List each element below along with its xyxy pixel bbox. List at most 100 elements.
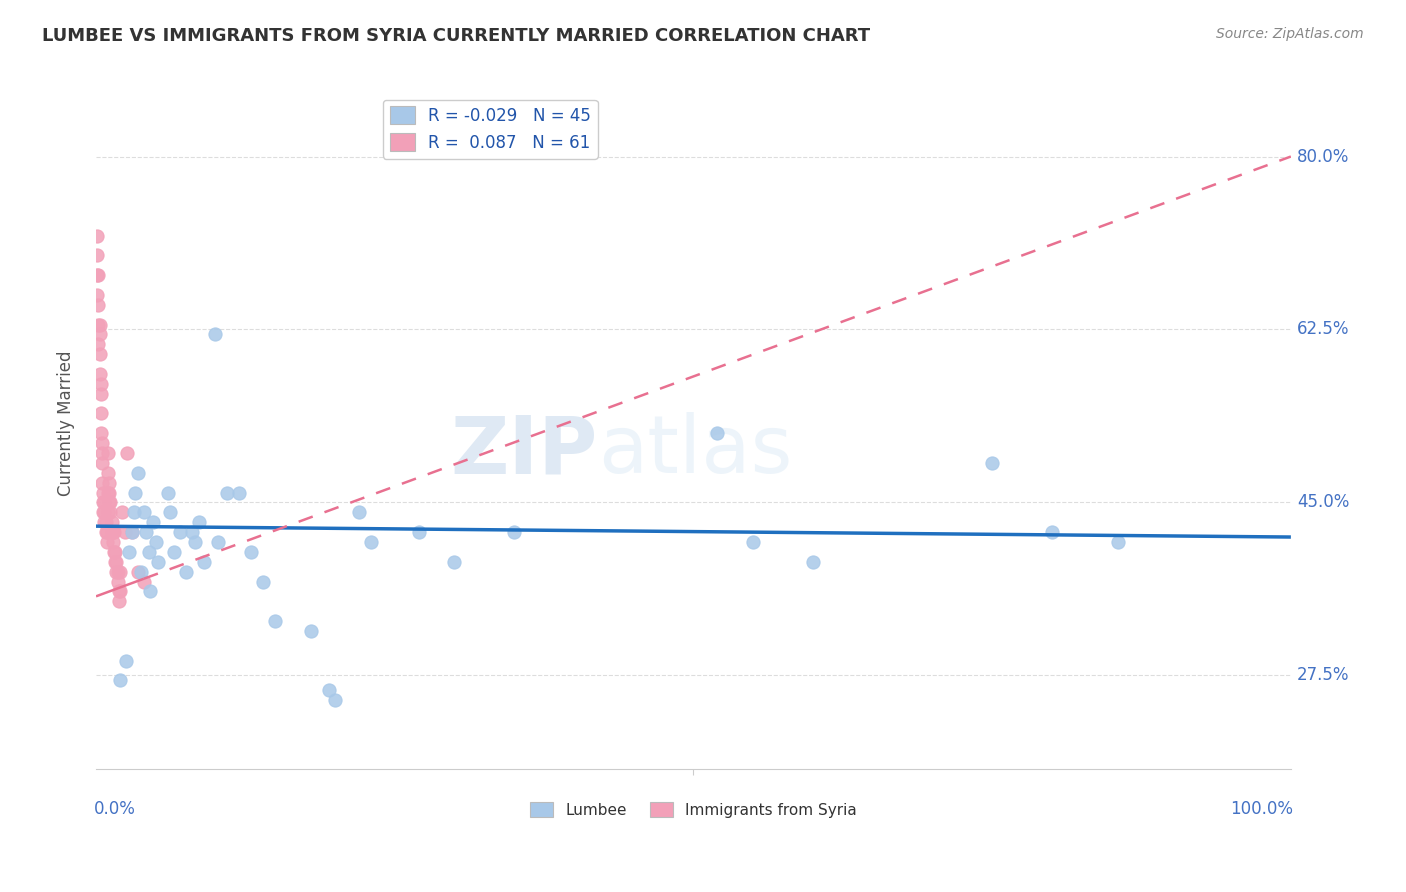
Point	[127, 565, 149, 579]
Point	[90, 386, 112, 401]
Point	[91, 456, 114, 470]
Point	[184, 535, 207, 549]
Point	[96, 525, 118, 540]
Point	[204, 327, 226, 342]
Text: 0.0%: 0.0%	[94, 800, 135, 818]
Point	[145, 535, 167, 549]
Text: LUMBEE VS IMMIGRANTS FROM SYRIA CURRENTLY MARRIED CORRELATION CHART: LUMBEE VS IMMIGRANTS FROM SYRIA CURRENTL…	[42, 27, 870, 45]
Point	[103, 545, 125, 559]
Point	[127, 466, 149, 480]
Point	[135, 525, 157, 540]
Point	[103, 525, 125, 540]
Point	[132, 505, 155, 519]
Point	[138, 545, 160, 559]
Point	[318, 683, 340, 698]
Y-axis label: Currently Married: Currently Married	[58, 351, 75, 496]
Text: atlas: atlas	[598, 412, 792, 490]
Point	[97, 505, 120, 519]
Point	[104, 545, 127, 559]
Point	[107, 574, 129, 589]
Point	[101, 525, 124, 540]
Point	[100, 515, 122, 529]
Point	[105, 565, 128, 579]
Point	[89, 347, 111, 361]
Point	[121, 525, 143, 540]
Point	[132, 574, 155, 589]
Point	[115, 446, 138, 460]
Point	[443, 555, 465, 569]
Point	[86, 228, 108, 243]
Point	[408, 525, 430, 540]
Point	[90, 376, 112, 391]
Text: 100.0%: 100.0%	[1230, 800, 1294, 818]
Point	[98, 495, 121, 509]
Point	[742, 535, 765, 549]
Point	[193, 555, 215, 569]
Point	[91, 436, 114, 450]
Point	[124, 485, 146, 500]
Point	[90, 407, 112, 421]
Point	[86, 248, 108, 262]
Point	[93, 495, 115, 509]
Point	[111, 505, 134, 519]
Point	[217, 485, 239, 500]
Point	[163, 545, 186, 559]
Point	[981, 456, 1004, 470]
Point	[87, 337, 110, 351]
Text: 45.0%: 45.0%	[1296, 493, 1350, 511]
Point	[347, 505, 370, 519]
Point	[228, 485, 250, 500]
Point	[98, 505, 121, 519]
Point	[1040, 525, 1063, 540]
Point	[97, 466, 120, 480]
Point	[180, 525, 202, 540]
Point	[142, 515, 165, 529]
Point	[97, 485, 120, 500]
Point	[299, 624, 322, 638]
Point	[98, 495, 121, 509]
Point	[240, 545, 263, 559]
Point	[87, 298, 110, 312]
Point	[503, 525, 526, 540]
Text: 62.5%: 62.5%	[1296, 320, 1350, 338]
Point	[139, 584, 162, 599]
Point	[706, 426, 728, 441]
Point	[87, 268, 110, 282]
Point	[104, 555, 127, 569]
Text: Source: ZipAtlas.com: Source: ZipAtlas.com	[1216, 27, 1364, 41]
Point	[360, 535, 382, 549]
Point	[89, 367, 111, 381]
Point	[108, 565, 131, 579]
Point	[107, 584, 129, 599]
Point	[89, 318, 111, 332]
Text: ZIP: ZIP	[450, 412, 598, 490]
Point	[169, 525, 191, 540]
Point	[98, 485, 121, 500]
Point	[91, 475, 114, 490]
Point	[96, 535, 118, 549]
Point	[105, 555, 128, 569]
Point	[131, 565, 153, 579]
Point	[89, 327, 111, 342]
Point	[323, 693, 346, 707]
Point	[101, 535, 124, 549]
Point	[801, 555, 824, 569]
Point	[156, 485, 179, 500]
Point	[108, 673, 131, 688]
Point	[122, 505, 145, 519]
Point	[94, 515, 117, 529]
Legend: Lumbee, Immigrants from Syria: Lumbee, Immigrants from Syria	[524, 797, 863, 824]
Point	[121, 525, 143, 540]
Point	[94, 525, 117, 540]
Point	[87, 318, 110, 332]
Point	[159, 505, 181, 519]
Point	[252, 574, 274, 589]
Point	[174, 565, 197, 579]
Point	[86, 268, 108, 282]
Point	[107, 565, 129, 579]
Point	[118, 545, 141, 559]
Point	[100, 525, 122, 540]
Point	[1107, 535, 1129, 549]
Text: 80.0%: 80.0%	[1296, 147, 1350, 166]
Point	[91, 485, 114, 500]
